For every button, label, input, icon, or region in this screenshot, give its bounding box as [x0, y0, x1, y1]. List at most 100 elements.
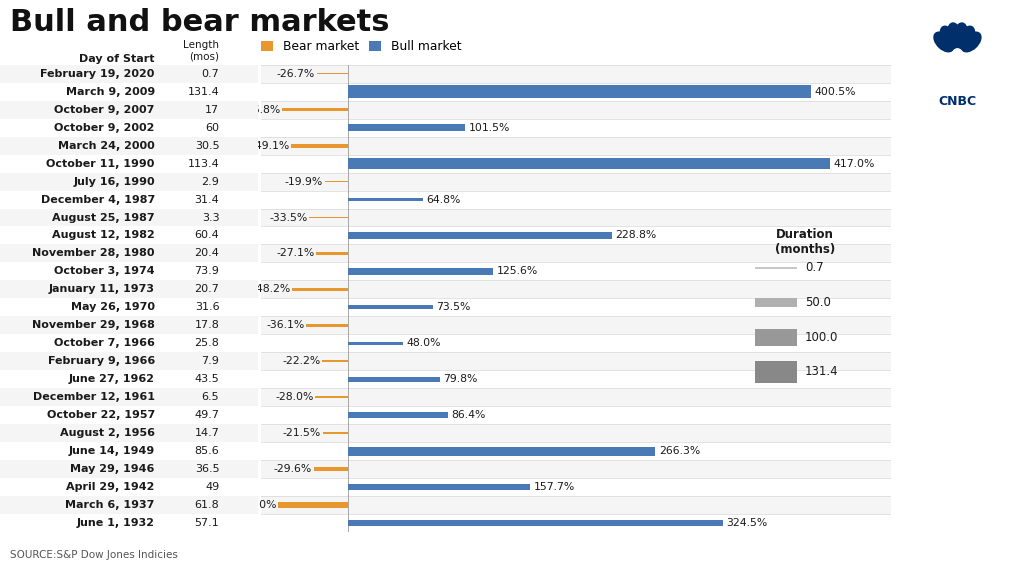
- Bar: [0, 334, 258, 352]
- Bar: [0, 496, 258, 514]
- Bar: [261, 388, 891, 406]
- Bar: [306, 324, 348, 327]
- Text: 43.5: 43.5: [195, 374, 219, 385]
- Bar: [315, 396, 348, 398]
- Bar: [261, 173, 891, 190]
- Text: March 9, 2009: March 9, 2009: [66, 87, 155, 97]
- Text: June 27, 1962: June 27, 1962: [69, 374, 155, 385]
- Bar: [261, 83, 891, 101]
- Bar: [261, 262, 891, 280]
- Text: CNBC: CNBC: [938, 95, 977, 108]
- Text: 131.4: 131.4: [805, 365, 839, 378]
- Text: 125.6%: 125.6%: [497, 266, 538, 276]
- Text: March 6, 1937: March 6, 1937: [66, 500, 155, 510]
- Text: 64.8%: 64.8%: [426, 195, 461, 204]
- Bar: [291, 144, 348, 148]
- Text: 31.6: 31.6: [195, 302, 219, 312]
- Text: July 16, 1990: July 16, 1990: [73, 177, 155, 186]
- Bar: [261, 155, 891, 173]
- Text: October 9, 2002: October 9, 2002: [54, 123, 155, 133]
- Text: October 7, 1966: October 7, 1966: [54, 338, 155, 348]
- Bar: [0, 460, 258, 478]
- Text: 73.9: 73.9: [195, 266, 219, 276]
- Bar: [348, 413, 447, 418]
- Bar: [261, 514, 891, 532]
- Text: -29.6%: -29.6%: [273, 464, 312, 474]
- Text: 49: 49: [205, 482, 219, 492]
- Bar: [309, 217, 348, 218]
- Bar: [0, 226, 258, 244]
- Text: 0.7: 0.7: [805, 261, 823, 274]
- Text: 86.4%: 86.4%: [452, 410, 485, 420]
- Bar: [0, 370, 258, 388]
- Text: October 22, 1957: October 22, 1957: [46, 410, 155, 420]
- Bar: [323, 432, 348, 435]
- Text: -28.0%: -28.0%: [275, 392, 313, 402]
- Bar: [261, 190, 891, 208]
- Text: 20.7: 20.7: [195, 284, 219, 294]
- Text: SOURCE:S&P Dow Jones Indicies: SOURCE:S&P Dow Jones Indicies: [10, 550, 178, 560]
- Ellipse shape: [933, 32, 954, 52]
- Bar: [0, 173, 258, 190]
- Bar: [0, 388, 258, 406]
- Bar: [348, 158, 829, 169]
- Text: 30.5: 30.5: [195, 141, 219, 151]
- Text: May 26, 1970: May 26, 1970: [71, 302, 155, 312]
- Bar: [261, 101, 891, 119]
- Text: 100.0: 100.0: [805, 330, 839, 343]
- Bar: [316, 252, 348, 255]
- Text: 50.0: 50.0: [805, 296, 831, 309]
- Text: January 11, 1973: January 11, 1973: [49, 284, 155, 294]
- Bar: [0, 298, 258, 316]
- Text: April 29, 1942: April 29, 1942: [67, 482, 155, 492]
- Bar: [348, 232, 612, 239]
- Text: 60: 60: [206, 123, 219, 133]
- Text: December 12, 1961: December 12, 1961: [33, 392, 155, 402]
- Text: 48.0%: 48.0%: [407, 338, 441, 348]
- Text: June 1, 1932: June 1, 1932: [77, 518, 155, 528]
- Bar: [348, 85, 811, 98]
- Text: -19.9%: -19.9%: [285, 177, 323, 186]
- Text: -22.2%: -22.2%: [283, 356, 321, 367]
- Text: 57.1: 57.1: [195, 518, 219, 528]
- Text: -33.5%: -33.5%: [269, 212, 307, 222]
- FancyBboxPatch shape: [756, 298, 797, 307]
- Bar: [261, 370, 891, 388]
- Text: October 11, 1990: October 11, 1990: [46, 159, 155, 168]
- Text: Duration
(months): Duration (months): [775, 229, 836, 256]
- Bar: [0, 442, 258, 460]
- Text: Day of Start: Day of Start: [79, 54, 155, 64]
- Text: 73.5%: 73.5%: [436, 302, 471, 312]
- Text: 17.8: 17.8: [195, 320, 219, 330]
- Text: 25.8: 25.8: [195, 338, 219, 348]
- Text: Length
(mos): Length (mos): [183, 39, 219, 61]
- Text: May 29, 1946: May 29, 1946: [71, 464, 155, 474]
- Text: October 9, 2007: October 9, 2007: [54, 105, 155, 115]
- Bar: [0, 101, 258, 119]
- Text: 17: 17: [205, 105, 219, 115]
- Text: 101.5%: 101.5%: [469, 123, 510, 133]
- Bar: [0, 478, 258, 496]
- Bar: [0, 424, 258, 442]
- Bar: [348, 447, 655, 455]
- Text: February 9, 1966: February 9, 1966: [47, 356, 155, 367]
- Text: 3.3: 3.3: [202, 212, 219, 222]
- Bar: [0, 137, 258, 155]
- Text: November 29, 1968: November 29, 1968: [32, 320, 155, 330]
- Bar: [261, 352, 891, 370]
- Bar: [0, 155, 258, 173]
- Bar: [323, 360, 348, 362]
- Text: 417.0%: 417.0%: [834, 159, 874, 168]
- Bar: [261, 478, 891, 496]
- Text: August 2, 1956: August 2, 1956: [59, 428, 155, 438]
- Bar: [313, 467, 348, 471]
- Text: Bull and bear markets: Bull and bear markets: [10, 8, 390, 38]
- Bar: [261, 244, 891, 262]
- Bar: [0, 119, 258, 137]
- Text: February 19, 2020: February 19, 2020: [41, 69, 155, 79]
- Text: 266.3%: 266.3%: [659, 446, 700, 456]
- Text: 324.5%: 324.5%: [726, 518, 767, 528]
- Text: -60.0%: -60.0%: [239, 500, 276, 510]
- Text: 60.4: 60.4: [195, 230, 219, 240]
- Text: 157.7%: 157.7%: [534, 482, 574, 492]
